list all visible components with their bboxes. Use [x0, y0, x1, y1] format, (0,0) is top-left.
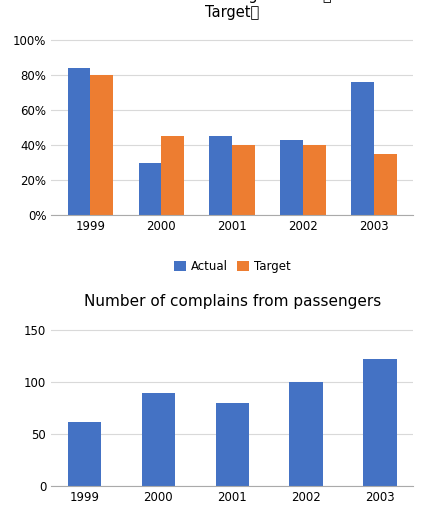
- Bar: [216, 403, 249, 486]
- Bar: [363, 359, 397, 486]
- Bar: [210, 136, 232, 216]
- Bar: [90, 75, 113, 216]
- Bar: [68, 422, 101, 486]
- Bar: [161, 136, 184, 216]
- Bar: [290, 382, 323, 486]
- Legend: Actual, Target: Actual, Target: [169, 255, 295, 278]
- Bar: [303, 145, 326, 216]
- Bar: [141, 393, 175, 486]
- Bar: [68, 68, 90, 216]
- Bar: [138, 163, 161, 216]
- Bar: [280, 140, 303, 216]
- Bar: [374, 154, 397, 216]
- Title: Performance of bus arriving on time （Actual and
Target）: Performance of bus arriving on time （Act…: [54, 0, 410, 20]
- Title: Number of complains from passengers: Number of complains from passengers: [83, 294, 381, 309]
- Bar: [232, 145, 255, 216]
- Bar: [351, 82, 374, 216]
